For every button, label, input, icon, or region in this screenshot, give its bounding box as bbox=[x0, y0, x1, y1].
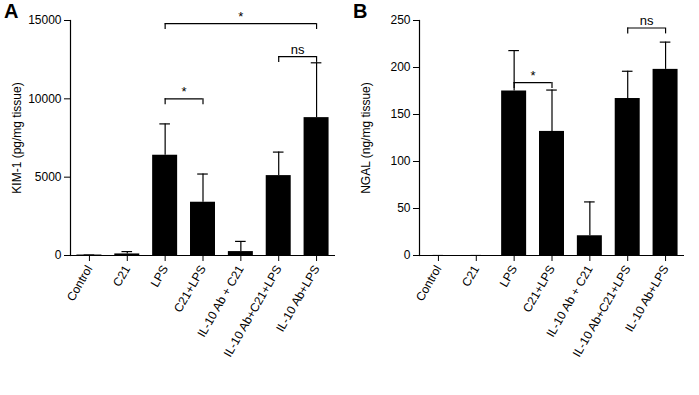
svg-text:ns: ns bbox=[291, 42, 305, 57]
svg-text:IL-10 Ab+C21+LPS: IL-10 Ab+C21+LPS bbox=[570, 263, 634, 360]
html-text:A: A bbox=[4, 0, 19, 22]
svg-text:*: * bbox=[531, 68, 536, 83]
svg-text:C21+LPS: C21+LPS bbox=[171, 263, 209, 315]
svg-text:150: 150 bbox=[390, 107, 410, 121]
svg-text:50: 50 bbox=[397, 201, 411, 215]
svg-text:LPS: LPS bbox=[148, 263, 171, 290]
svg-text:0: 0 bbox=[55, 248, 62, 262]
svg-text:10000: 10000 bbox=[28, 92, 62, 106]
svg-text:15000: 15000 bbox=[28, 13, 62, 27]
svg-text:*: * bbox=[182, 84, 187, 99]
svg-text:IL-10 Ab+LPS: IL-10 Ab+LPS bbox=[622, 263, 671, 334]
svg-text:ns: ns bbox=[640, 13, 654, 28]
svg-text:200: 200 bbox=[390, 60, 410, 74]
svg-text:IL-10 Ab + C21: IL-10 Ab + C21 bbox=[543, 262, 596, 340]
svg-text:IL-10 Ab + C21: IL-10 Ab + C21 bbox=[194, 262, 247, 340]
html-text:B: B bbox=[353, 0, 368, 22]
svg-text:250: 250 bbox=[390, 13, 410, 27]
svg-text:C21: C21 bbox=[459, 263, 482, 289]
svg-text:0: 0 bbox=[404, 248, 411, 262]
svg-text:5000: 5000 bbox=[35, 170, 62, 184]
svg-text:IL-10 Ab+C21+LPS: IL-10 Ab+C21+LPS bbox=[221, 263, 285, 360]
svg-text:Control: Control bbox=[64, 263, 95, 304]
svg-text:LPS: LPS bbox=[497, 263, 520, 290]
svg-text:NGAL (ng/mg tissue): NGAL (ng/mg tissue) bbox=[359, 82, 373, 194]
svg-text:IL-10 Ab+LPS: IL-10 Ab+LPS bbox=[273, 263, 322, 334]
svg-text:C21: C21 bbox=[110, 263, 133, 289]
svg-text:KIM-1 (pg/mg tissue): KIM-1 (pg/mg tissue) bbox=[10, 82, 24, 193]
svg-text:C21+LPS: C21+LPS bbox=[520, 263, 558, 315]
svg-text:Control: Control bbox=[413, 263, 444, 304]
svg-text:100: 100 bbox=[390, 154, 410, 168]
svg-text:*: * bbox=[238, 9, 243, 24]
